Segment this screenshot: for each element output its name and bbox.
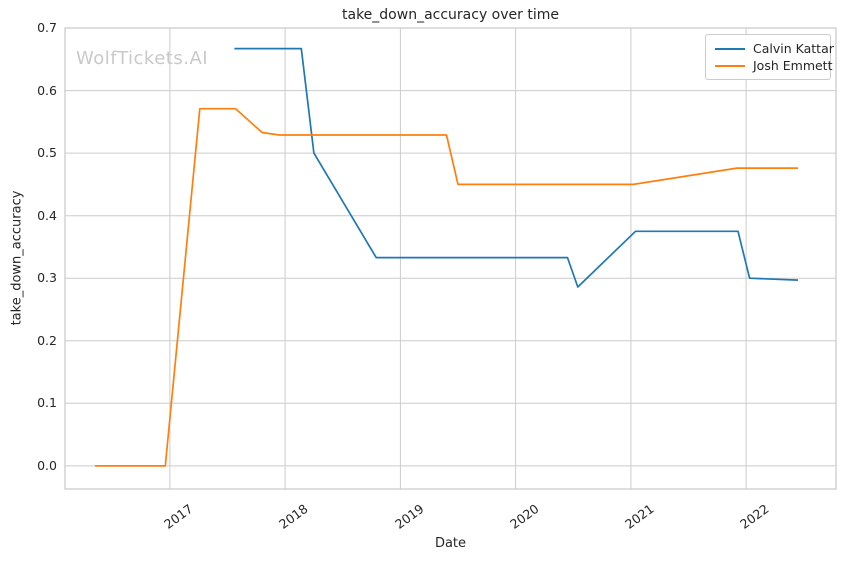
chart-title: take_down_accuracy over time xyxy=(342,7,559,23)
legend-line-sample xyxy=(715,47,745,50)
y-tick-label-0.4: 0.4 xyxy=(37,207,57,223)
y-tick-label-0.5: 0.5 xyxy=(37,145,57,161)
y-tick-label-0.2: 0.2 xyxy=(37,332,57,348)
y-tick-label-0.6: 0.6 xyxy=(37,82,57,98)
legend-line-sample xyxy=(715,64,745,67)
series-line-calvin-kattar xyxy=(234,47,799,288)
legend-item-josh-emmett: Josh Emmett xyxy=(715,57,833,74)
legend: Calvin Kattar Josh Emmett xyxy=(705,34,834,80)
watermark: WolfTickets.AI xyxy=(76,48,209,69)
y-tick-label-0.7: 0.7 xyxy=(37,20,57,35)
y-tick-label-0.1: 0.1 xyxy=(37,395,57,411)
series-line-josh-emmett xyxy=(95,107,798,467)
y-tick-label-0.3: 0.3 xyxy=(37,270,57,286)
plot-border xyxy=(64,27,837,490)
legend-label: Calvin Kattar xyxy=(753,41,834,56)
x-axis-label: Date xyxy=(434,536,467,551)
legend-label: Josh Emmett xyxy=(753,58,833,73)
y-tick-label-0.0: 0.0 xyxy=(37,457,57,473)
legend-item-calvin-kattar: Calvin Kattar xyxy=(715,40,834,57)
